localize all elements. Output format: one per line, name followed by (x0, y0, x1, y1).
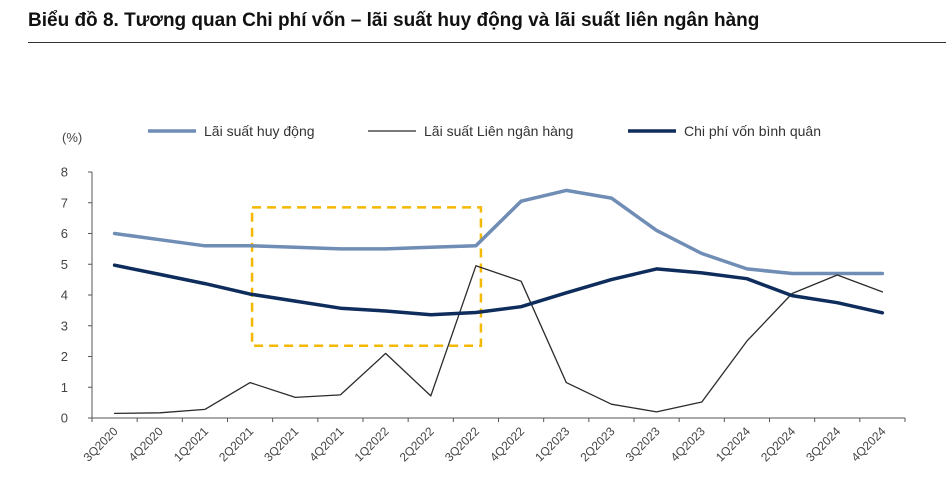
highlight-dashed-box (250, 206, 483, 347)
x-tick-label: 3Q2020 (81, 424, 121, 464)
x-tick-label: 4Q2021 (306, 424, 346, 464)
x-tick-label: 3Q2023 (623, 424, 663, 464)
legend-label: Lãi suất huy động (204, 123, 315, 139)
x-tick-label: 1Q2024 (713, 424, 753, 464)
y-tick-label: 1 (61, 380, 68, 395)
x-tick-label: 3Q2021 (261, 424, 301, 464)
x-tick-label: 1Q2023 (532, 424, 572, 464)
axes (91, 172, 905, 419)
series-lines (112, 188, 885, 415)
y-tick-label: 2 (61, 349, 68, 364)
x-axis-ticks: 3Q2020 4Q2020 1Q2021 2Q2021 3Q2021 4Q2021 1Q20… (81, 418, 906, 464)
legend: Lãi suất huy động Lãi suất Liên ngân hàng… (148, 123, 821, 139)
x-tick-label: 4Q2022 (487, 424, 527, 464)
highlight-box (250, 206, 483, 347)
y-tick-label: 0 (61, 411, 68, 426)
x-tick-label: 4Q2024 (848, 424, 888, 464)
x-tick-label: 2Q2021 (216, 424, 256, 464)
series-line-1 (112, 188, 885, 276)
y-tick-label: 4 (61, 288, 68, 303)
y-tick-label: 5 (61, 257, 68, 272)
series-line-2 (113, 265, 884, 415)
chart-title: Biểu đồ 8. Tương quan Chi phí vốn – lãi … (28, 10, 760, 31)
y-tick-label: 6 (61, 226, 68, 241)
legend-label: Lãi suất Liên ngân hàng (424, 123, 573, 139)
y-tick-label: 7 (61, 195, 68, 210)
x-tick-label: 2Q2023 (577, 424, 617, 464)
x-tick-label: 1Q2021 (171, 424, 211, 464)
y-tick-label: 3 (61, 318, 68, 333)
x-tick-label: 4Q2020 (126, 424, 166, 464)
y-axis-unit-label: (%) (62, 130, 82, 145)
y-tick-label: 8 (61, 165, 68, 180)
title-underline (28, 42, 946, 43)
x-tick-label: 3Q2022 (442, 424, 482, 464)
x-tick-label: 2Q2024 (758, 424, 798, 464)
legend-label: Chi phí vốn bình quân (684, 123, 821, 139)
x-tick-label: 1Q2022 (352, 424, 392, 464)
x-tick-label: 2Q2022 (397, 424, 437, 464)
x-tick-label: 3Q2024 (803, 424, 843, 464)
series-line-3 (112, 263, 885, 317)
y-axis-ticks: 0 1 2 3 4 5 6 7 8 (61, 165, 92, 426)
x-tick-label: 4Q2023 (668, 424, 708, 464)
